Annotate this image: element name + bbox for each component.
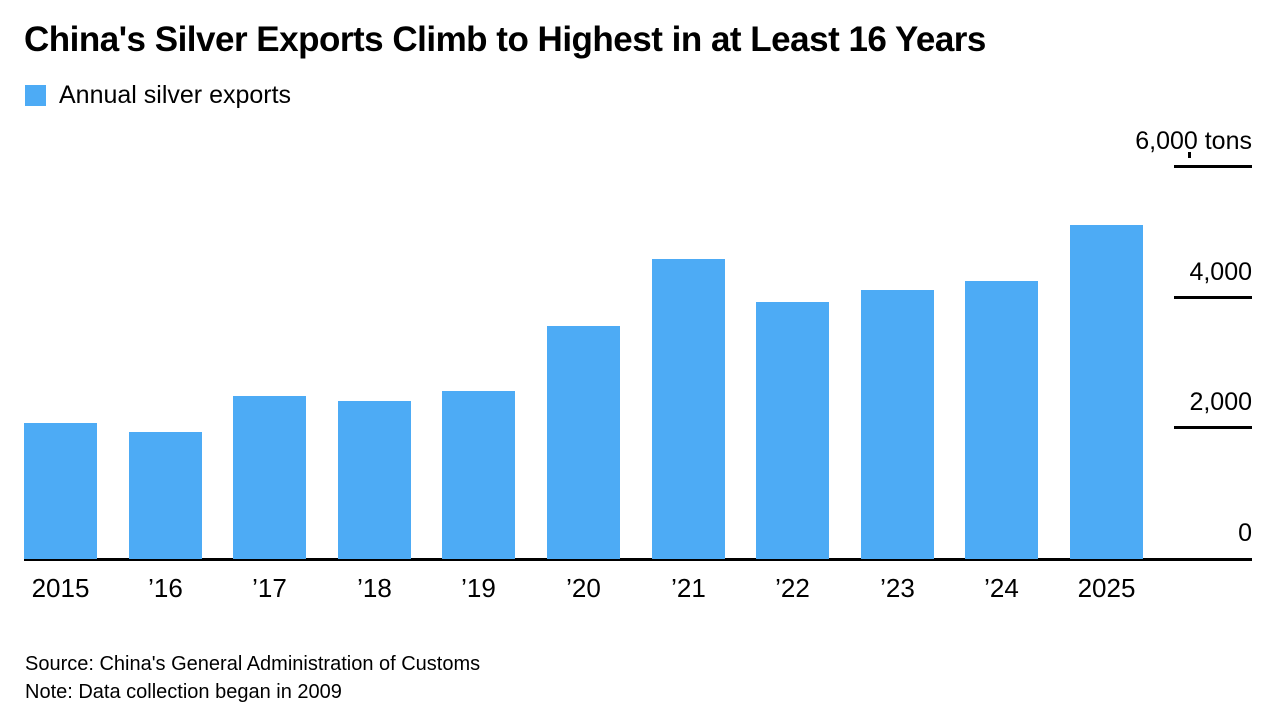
x-axis-line: [24, 558, 1252, 561]
x-tick-label-18: ’18: [357, 573, 392, 603]
x-tick-label-20: ’20: [566, 573, 601, 603]
y-tick-line-4000: [1174, 296, 1252, 299]
bar-16: [129, 432, 202, 559]
x-tick-label-22: ’22: [775, 573, 810, 603]
bar-24: [965, 281, 1038, 559]
x-tick-label-16: ’16: [148, 573, 183, 603]
bar-21: [652, 259, 725, 559]
y-tick-line-6000: [1174, 165, 1252, 168]
bar-18: [338, 401, 411, 559]
legend-swatch-icon: [25, 85, 46, 106]
y-tick-label-6000: 6,000 tons: [1135, 127, 1252, 155]
chart-footer: Source: China's General Administration o…: [25, 650, 480, 706]
bar-2015: [24, 423, 97, 559]
y-tick-line-2000: [1174, 426, 1252, 429]
page-title: China's Silver Exports Climb to Highest …: [24, 20, 986, 59]
x-tick-label-19: ’19: [461, 573, 496, 603]
x-tick-label-23: ’23: [880, 573, 915, 603]
x-tick-label-2015: 2015: [31, 573, 90, 603]
unit-tick-mark: [1188, 152, 1191, 158]
bar-20: [547, 326, 620, 559]
bar-2025: [1070, 225, 1143, 559]
source-text: Source: China's General Administration o…: [25, 653, 481, 675]
bar-19: [442, 391, 515, 559]
legend: Annual silver exports: [25, 83, 291, 108]
x-tick-label-17: ’17: [252, 573, 287, 603]
bar-23: [861, 290, 934, 559]
y-tick-label-0: 0: [1238, 519, 1252, 547]
y-tick-label-2000: 2,000: [1189, 388, 1252, 416]
x-tick-label-24: ’24: [984, 573, 1019, 603]
y-tick-label-4000: 4,000: [1189, 258, 1252, 286]
bar-22: [756, 302, 829, 559]
x-tick-label-2025: 2025: [1077, 573, 1136, 603]
bar-17: [233, 396, 306, 559]
legend-label: Annual silver exports: [59, 81, 292, 109]
note-text: Note: Data collection began in 2009: [25, 681, 342, 703]
x-tick-label-21: ’21: [671, 573, 706, 603]
